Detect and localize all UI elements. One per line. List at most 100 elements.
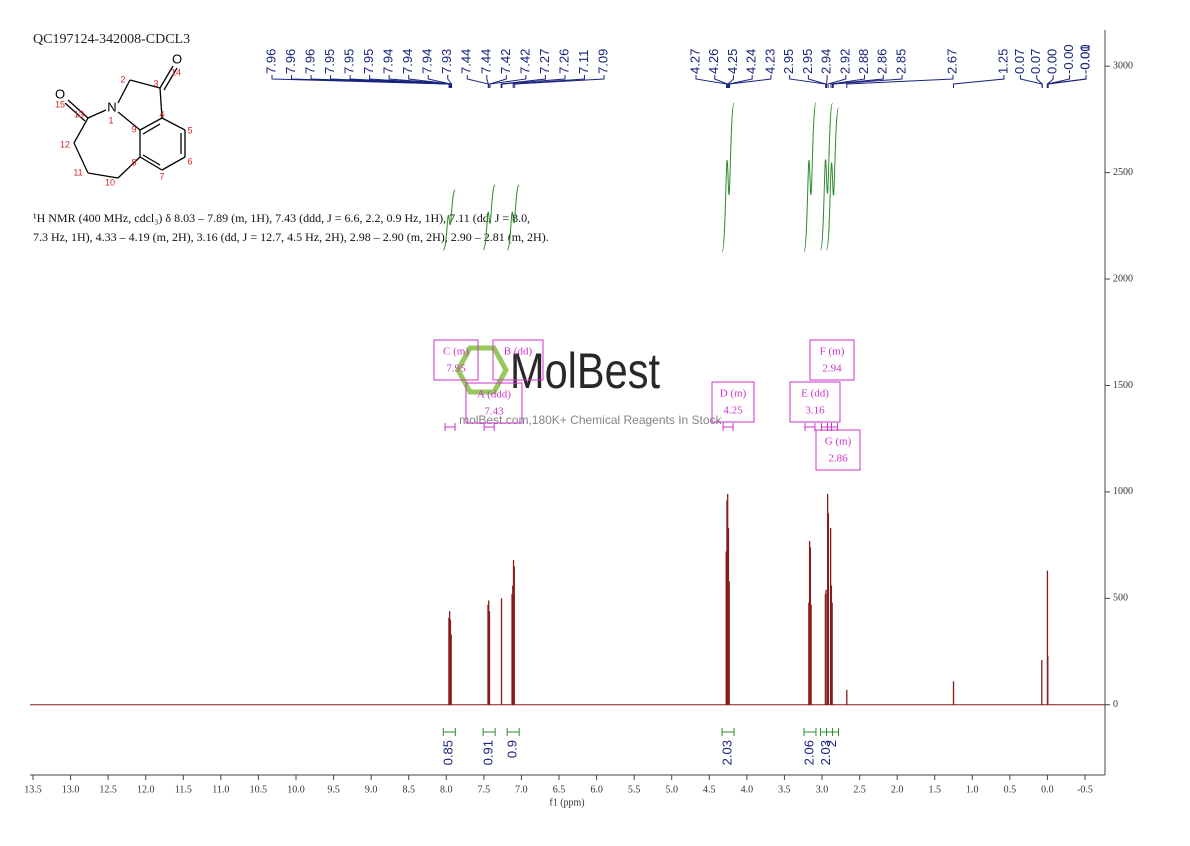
peak-label: 7.44 (459, 49, 474, 74)
peak-label: 7.42 (498, 49, 513, 74)
integral-label: 2.03 (720, 740, 735, 765)
structure-numbers: 1 2 3 4 5 6 7 8 9 10 11 12 13 14 15 (55, 67, 193, 187)
peak-connector (500, 75, 546, 88)
peak-connector (501, 75, 566, 88)
multiplet-label: C (m) (443, 346, 469, 358)
watermark: MolBest molBest.com,180K+ Chemical Reage… (455, 343, 725, 427)
x-tick-label: 10.0 (287, 784, 305, 795)
peak-connector (486, 75, 489, 88)
bond (67, 99, 89, 119)
x-tick-label: 3.5 (778, 784, 791, 795)
bond (159, 65, 174, 89)
y-tick-label: 1500 (1113, 380, 1133, 391)
bond (87, 172, 119, 179)
x-tick-label: 5.0 (665, 784, 678, 795)
atom-number: 15 (55, 99, 65, 109)
peak-label: 0.00 (1045, 49, 1060, 74)
multiplet-shift: 7.43 (484, 406, 504, 418)
integral-curve (826, 107, 840, 251)
integral-label: 0.91 (481, 740, 496, 765)
multiplet-label: B (dd) (504, 346, 533, 358)
multiplet-range (804, 423, 816, 431)
peak-connector (489, 75, 527, 88)
peak-label: 7.26 (556, 49, 571, 74)
peak-connector (846, 75, 954, 88)
peak-connector (512, 75, 585, 88)
integral-label: 2.06 (801, 740, 816, 765)
bond (117, 79, 131, 104)
x-tick-label: 0.5 (1004, 784, 1017, 795)
y-tick-label: 3000 (1113, 60, 1133, 71)
peak-label: 7.95 (361, 49, 376, 74)
peak-label: 2.95 (800, 49, 815, 74)
x-tick-label: 12.0 (137, 784, 155, 795)
peak-label: -0.01 (1077, 44, 1092, 74)
peak-label: 7.95 (342, 49, 357, 74)
x-axis-label: f1 (ppm) (549, 797, 584, 808)
peak-label: 0.07 (1012, 49, 1027, 74)
peak-label: 4.24 (744, 49, 759, 74)
x-tick-label: 9.5 (327, 784, 340, 795)
x-tick-label: 2.0 (891, 784, 904, 795)
peak-label: 7.42 (517, 49, 532, 74)
peak-connector (728, 75, 753, 88)
multiplet-shift: 7.95 (446, 363, 466, 375)
atom-number: 3 (153, 78, 158, 88)
x-tick-label: 8.0 (440, 784, 453, 795)
peak-label: 2.88 (856, 49, 871, 74)
peak-label: 7.11 (576, 50, 591, 74)
peak-connector (369, 75, 451, 88)
integral-bracket (442, 728, 456, 736)
multiplet-shift: 3.16 (805, 405, 825, 417)
x-tick-label: 3.0 (816, 784, 829, 795)
multiplet-box (433, 339, 479, 381)
y-tick-label: 2500 (1113, 167, 1133, 178)
peak-connector (727, 75, 734, 88)
bond (139, 117, 163, 131)
multiplet-shift: 4.25 (723, 405, 743, 417)
atom-number: 5 (187, 125, 192, 135)
peak-label: 1.25 (995, 49, 1010, 74)
peak-label: 2.95 (781, 49, 796, 74)
bond (117, 111, 141, 131)
atom-number: 10 (105, 177, 115, 187)
x-tick-label: 10.5 (250, 784, 268, 795)
peak-label: 4.23 (762, 49, 777, 74)
integral-curve (442, 189, 456, 251)
multiplet-label: A (ddd) (477, 389, 511, 401)
atom-number: 12 (60, 139, 70, 149)
x-tick-label: 2.5 (853, 784, 866, 795)
bond (142, 154, 161, 166)
peak-connector (714, 75, 728, 88)
multiplet-label: F (m) (820, 346, 845, 358)
bond (159, 87, 163, 119)
peak-label: 7.96 (283, 49, 298, 74)
bond (139, 156, 163, 171)
peak-label: -0.00 (1077, 44, 1092, 74)
peak-label: 7.94 (381, 49, 396, 74)
peak-connector (447, 75, 453, 88)
peak-label: -0.00 (1061, 44, 1076, 74)
bond (73, 142, 89, 174)
integral-bracket (803, 728, 817, 736)
multiplet-label: D (m) (720, 388, 747, 400)
integral-bracket (721, 728, 735, 736)
peak-label: 2.86 (875, 49, 890, 74)
peak-connector (1047, 75, 1087, 88)
integral-label: 0.85 (441, 740, 456, 765)
x-tick-label: 6.0 (590, 784, 603, 795)
x-tick-label: 0.0 (1041, 784, 1054, 795)
bond (87, 109, 107, 119)
bond (64, 102, 86, 122)
peak-label: 7.96 (302, 49, 317, 74)
x-tick-label: 9.0 (365, 784, 378, 795)
x-tick-label: 8.5 (402, 784, 415, 795)
description: ¹H NMR (400 MHz, cdcl₃) δ 8.03 – 7.89 (m… (33, 211, 530, 225)
atom-number: 6 (187, 156, 192, 166)
peak-connector (427, 75, 452, 88)
multiplet-box (809, 339, 855, 381)
peak-label: 7.93 (439, 49, 454, 74)
integral-bracket (826, 728, 840, 736)
peak-connector (729, 75, 772, 88)
